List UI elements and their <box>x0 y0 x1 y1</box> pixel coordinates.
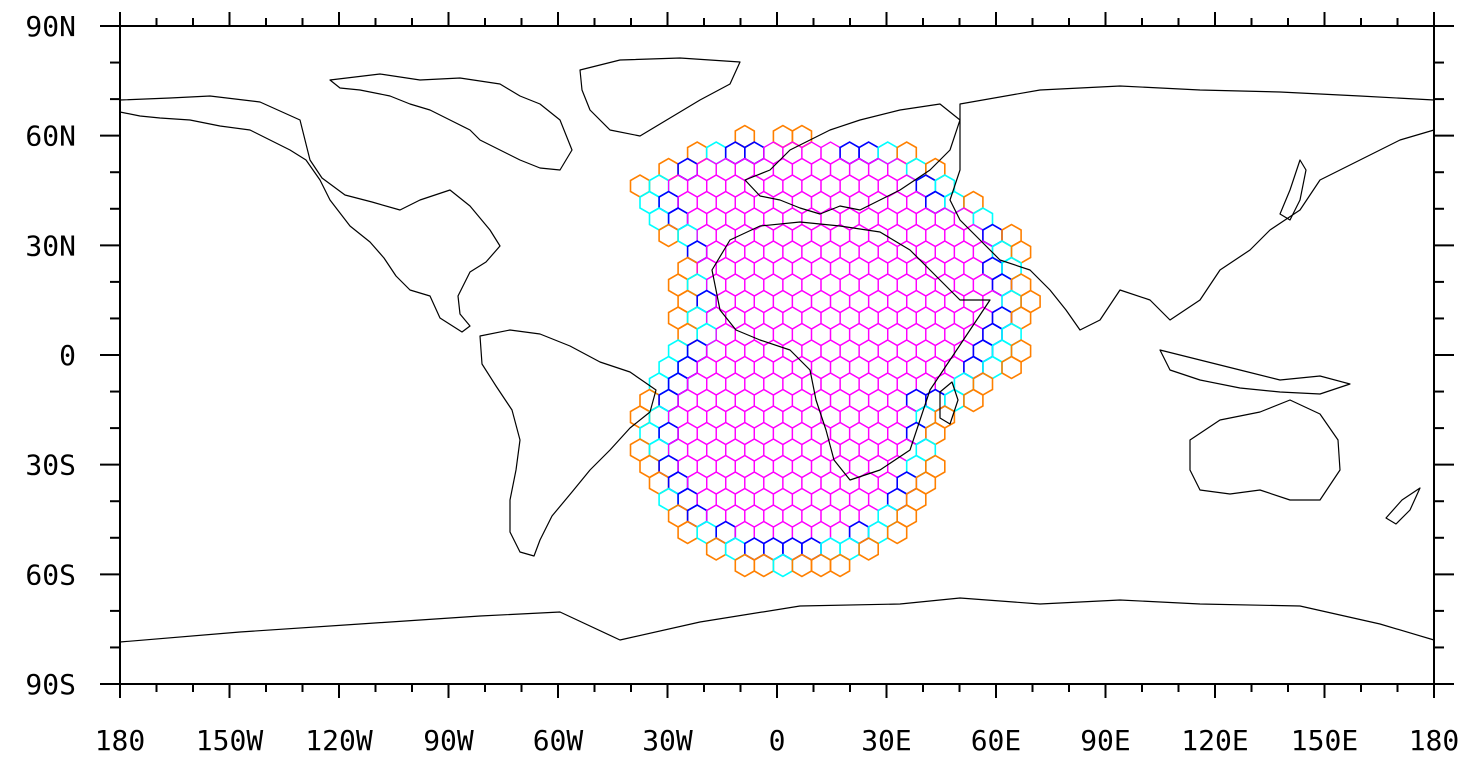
mesh-cell <box>772 553 794 578</box>
coastline-europe <box>744 103 961 215</box>
coastline-south-america <box>479 329 657 557</box>
x-tick-label: 0 <box>769 724 786 757</box>
coastline-africa <box>711 221 991 481</box>
y-tick-label: 60N <box>25 120 76 153</box>
x-tick-label: 180 <box>1409 724 1460 757</box>
mesh-cell <box>963 388 984 413</box>
y-tick-label: 30S <box>25 449 76 482</box>
x-tick-label: 30E <box>861 724 912 757</box>
x-tick-label: 120E <box>1181 724 1248 757</box>
mesh-cell <box>1001 355 1022 380</box>
coastline-north-america <box>119 95 501 333</box>
y-tick-label: 90S <box>25 668 76 701</box>
x-tick-label: 30W <box>642 724 693 757</box>
y-axis-tick-labels: 90N 60N 30N 0 30S 60S 90S <box>25 10 76 701</box>
x-tick-label: 120W <box>305 724 373 757</box>
mesh-cell <box>705 537 727 561</box>
y-tick-label: 30N <box>25 229 76 262</box>
mesh-cell <box>829 553 851 578</box>
map-frame <box>100 12 1454 698</box>
hexagonal-mesh-layer <box>629 124 1041 578</box>
coastline-new-zealand <box>1385 487 1421 525</box>
coastline-asia <box>949 85 1435 331</box>
y-tick-label: 0 <box>59 339 76 372</box>
mesh-cell <box>791 553 813 578</box>
x-tick-label: 60E <box>971 724 1022 757</box>
coastline-madagascar <box>939 381 959 425</box>
coastline-antarctica <box>119 597 1435 643</box>
mesh-cell <box>753 553 775 578</box>
coastline-greenland <box>579 57 741 137</box>
x-tick-label: 150W <box>196 724 264 757</box>
map-border <box>119 25 1435 685</box>
coastline-indonesia <box>1159 349 1351 395</box>
coastline-layer <box>119 57 1435 643</box>
x-tick-label: 150E <box>1291 724 1358 757</box>
mesh-cell <box>810 553 832 578</box>
mesh-cell <box>677 520 699 545</box>
x-axis-tick-labels: 180 150W 120W 90W 60W 30W 0 30E 60E 90E 120E 150E 18… <box>95 724 1460 757</box>
mesh-cell <box>734 553 756 578</box>
y-tick-label: 60S <box>25 558 76 591</box>
x-tick-label: 180 <box>95 724 146 757</box>
mesh-cell <box>658 223 679 248</box>
x-tick-label: 60W <box>533 724 584 757</box>
x-tick-label: 90W <box>423 724 474 757</box>
coastline-australia <box>1189 399 1341 501</box>
mesh-cell <box>886 520 908 545</box>
coastline-japan <box>1279 159 1307 221</box>
mesh-cell <box>858 537 880 561</box>
y-tick-label: 90N <box>25 10 76 43</box>
x-tick-label: 90E <box>1080 724 1131 757</box>
coastline-canada-arctic <box>329 73 573 171</box>
